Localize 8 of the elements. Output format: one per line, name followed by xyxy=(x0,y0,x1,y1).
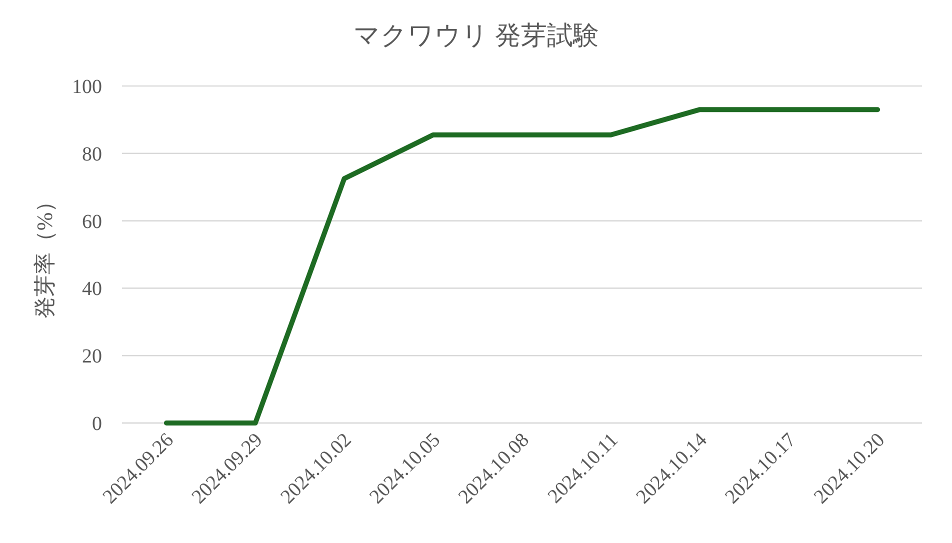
y-axis-title: 発芽率（%） xyxy=(32,190,57,319)
y-tick-label: 60 xyxy=(82,210,102,233)
y-tick-label: 0 xyxy=(92,413,102,435)
y-tick-label: 20 xyxy=(82,346,102,368)
chart-title: マクワウリ 発芽試験 xyxy=(353,21,599,50)
y-tick-label: 40 xyxy=(82,278,102,300)
y-tick-label: 100 xyxy=(72,76,102,98)
y-tick-label: 80 xyxy=(82,143,102,166)
